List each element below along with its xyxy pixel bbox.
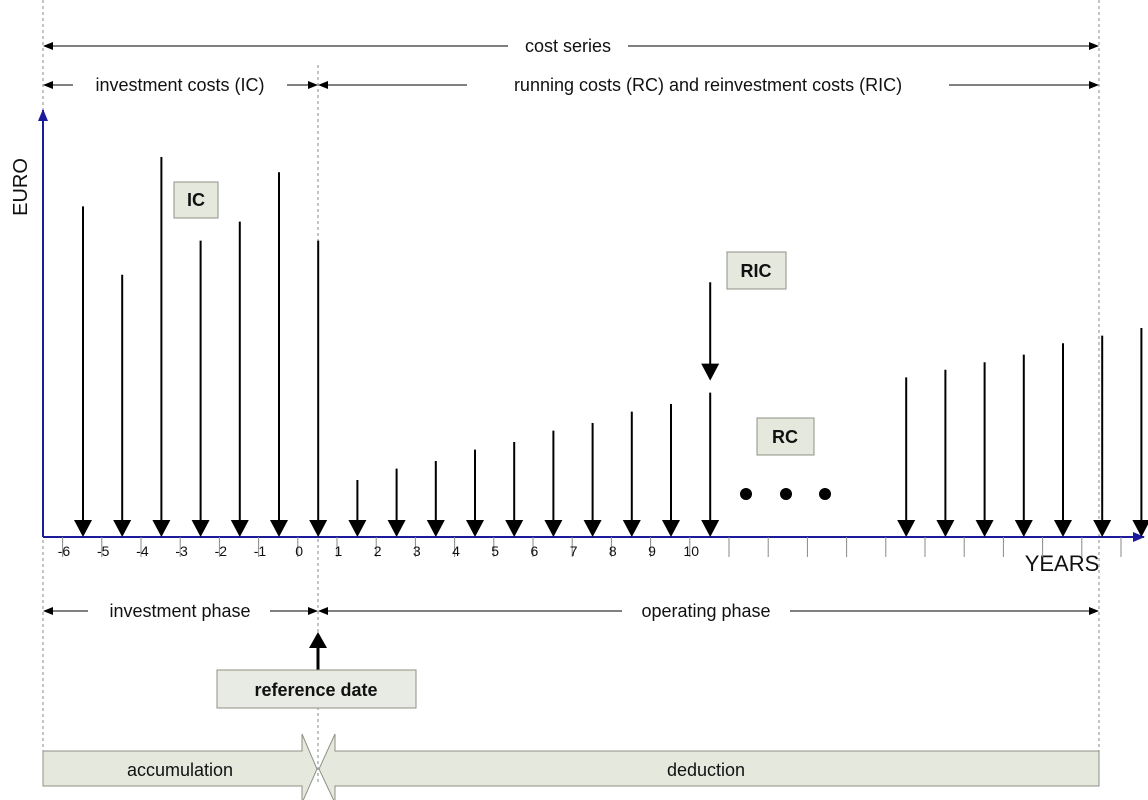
x-axis-label: YEARS (1025, 551, 1100, 576)
investment-costs-label: investment costs (IC) (95, 75, 264, 95)
running-cost-arrow (387, 468, 406, 537)
tick-label: 3 (413, 543, 421, 559)
tick-label: -1 (254, 543, 267, 559)
tick-label: 1 (335, 543, 343, 559)
running-cost-arrow (936, 369, 955, 537)
tick-label: -6 (58, 543, 71, 559)
y-axis-label: EURO (10, 158, 32, 216)
running-cost-arrow (897, 377, 916, 537)
running-cost-arrow (544, 430, 563, 537)
tick-label: 4 (452, 543, 460, 559)
tick-label: 7 (570, 543, 578, 559)
ic-box: IC (173, 181, 219, 219)
ic-label: IC (187, 190, 205, 210)
running-cost-arrow (1054, 343, 1072, 537)
investment-cost-arrow (152, 157, 171, 537)
running-cost-arrow (1014, 354, 1033, 537)
tick-label: 8 (609, 543, 617, 559)
investment-cost-arrow (309, 240, 328, 537)
rc-label: RC (772, 427, 798, 447)
deduction-arrow: deduction (318, 733, 1100, 800)
investment-cost-arrow (230, 221, 249, 537)
tick-label: -5 (97, 543, 110, 559)
tick-label: 5 (491, 543, 499, 559)
ric-box: RIC (726, 251, 787, 290)
running-cost-arrow (1093, 335, 1112, 537)
investment-cost-arrow (74, 206, 92, 537)
cost-series-label: cost series (525, 36, 611, 56)
running-cost-arrow (466, 449, 484, 537)
reference-date-label: reference date (254, 680, 377, 700)
running-cost-arrow (426, 461, 445, 537)
running-cost-arrow (662, 404, 680, 537)
ellipsis-dot (780, 488, 792, 500)
investment-cost-arrow (191, 240, 210, 537)
cost-series-span: cost series (43, 36, 1099, 56)
investment-phase-label: investment phase (109, 601, 250, 621)
tick-label: 0 (295, 543, 303, 559)
ric-label: RIC (741, 261, 772, 281)
running-cost-arrow (975, 362, 994, 537)
tick-label: -3 (175, 543, 188, 559)
ellipsis-dot (819, 488, 831, 500)
accumulation-label: accumulation (127, 760, 233, 780)
operating-phase-label: operating phase (641, 601, 770, 621)
ellipsis-dot (740, 488, 752, 500)
cost-arrows (74, 157, 1148, 537)
tick-label: 6 (531, 543, 539, 559)
tick-label: -2 (215, 543, 228, 559)
running-costs-span: running costs (RC) and reinvestment cost… (318, 75, 1099, 95)
tick-label: 9 (648, 543, 656, 559)
tick-label: 2 (374, 543, 382, 559)
tick-label: -4 (136, 543, 149, 559)
running-cost-arrow (348, 480, 367, 537)
operating-phase-span: operating phase (318, 601, 1099, 621)
running-cost-arrow (583, 423, 602, 537)
reinvestment-cost-arrow (701, 282, 720, 381)
accumulation-arrow: accumulation (42, 733, 318, 800)
running-cost-arrow (622, 411, 641, 537)
tick-label: 10 (683, 543, 699, 559)
tick-group: -6 -5 -4 -3 -2 -1 0 1 2 3 4 5 6 7 8 9 10 (58, 537, 1122, 559)
running-cost-arrow (505, 442, 524, 537)
reference-date-marker: reference date (216, 632, 417, 709)
investment-phase-span: investment phase (43, 601, 318, 621)
investment-cost-arrow (270, 172, 288, 537)
running-costs-label: running costs (RC) and reinvestment cost… (514, 75, 902, 95)
running-cost-arrow (701, 392, 720, 537)
deduction-label: deduction (667, 760, 745, 780)
investment-cost-arrow (113, 274, 132, 537)
investment-costs-span: investment costs (IC) (43, 75, 318, 95)
rc-box: RC (756, 417, 815, 456)
running-cost-arrow (1132, 328, 1148, 537)
